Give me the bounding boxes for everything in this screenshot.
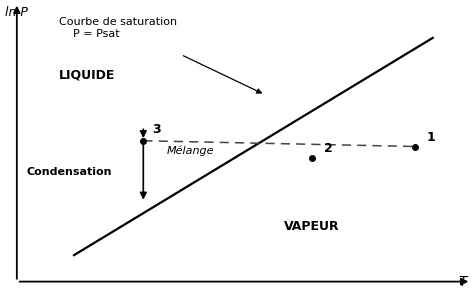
Text: 3: 3 [153,123,161,137]
Text: Condensation: Condensation [26,167,112,177]
Text: Courbe de saturation
    P = Psat: Courbe de saturation P = Psat [59,17,177,39]
Text: ln P: ln P [5,6,28,19]
Text: LIQUIDE: LIQUIDE [59,68,115,81]
Text: T: T [458,275,466,289]
Text: 1: 1 [427,131,436,144]
Text: VAPEUR: VAPEUR [284,221,339,234]
Text: Mélange: Mélange [167,145,214,156]
Text: 2: 2 [324,142,332,155]
